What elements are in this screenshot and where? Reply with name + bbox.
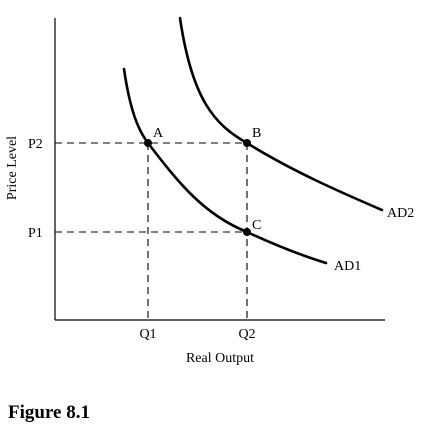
y-tick-p2: P2 [28, 137, 43, 152]
y-axis-label: Price Level [5, 136, 20, 200]
y-tick-p1: P1 [28, 226, 43, 241]
point-label-c: C [252, 218, 261, 233]
point-c [243, 228, 251, 236]
x-tick-q2: Q2 [238, 327, 255, 342]
curve-ad2 [178, 16, 384, 212]
point-label-b: B [252, 126, 261, 141]
figure-caption: Figure 8.1 [8, 402, 90, 423]
point-label-a: A [153, 126, 164, 141]
point-b [243, 139, 251, 147]
point-a [144, 139, 152, 147]
x-tick-q1: Q1 [139, 327, 156, 342]
curve-label-ad1: AD1 [334, 259, 361, 274]
curve-ad1 [122, 67, 328, 265]
curve-label-ad2: AD2 [387, 206, 414, 221]
x-axis-label: Real Output [186, 351, 254, 366]
